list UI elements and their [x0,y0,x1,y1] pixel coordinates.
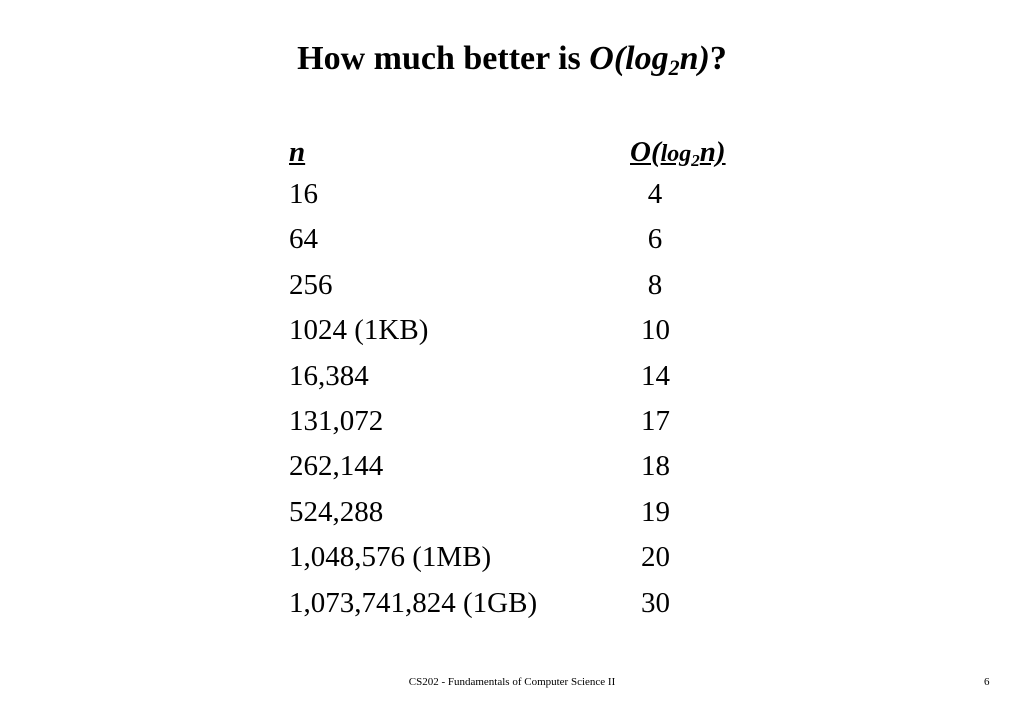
table-row: 256 8 [289,263,749,308]
cell-n: 64 [289,223,318,256]
cell-n: 256 [289,268,333,301]
header-log-word: log [660,141,692,167]
title-prefix: How much better is [297,40,590,77]
table-row: 1024 (1KB) 10 [289,308,749,353]
header-n: n [289,136,306,168]
footer-course: CS202 - Fundamentals of Computer Science… [408,676,616,688]
table-body: 16 4 64 6 256 8 1024 (1KB) 10 16,384 14 131,072 17 2… [289,172,749,626]
cell-n: 16 [289,178,318,210]
title-fn-subscript: 2 [668,55,680,80]
table-row: 262,144 18 [289,444,749,489]
cell-n: 131,072 [289,404,384,437]
cell-n: 1024 (1KB) [289,314,429,347]
header-log: O(log2n) [630,132,726,174]
cell-n: 524,288 [289,495,384,528]
table-row: 1,073,741,824 (1GB) 30 [289,581,749,626]
title-suffix: ? [709,40,727,77]
header-log-o: O( [630,136,661,168]
cell-log: 14 [641,359,670,392]
cell-log: 19 [641,495,670,528]
slide-title: How much better is O(log2n)? [0,40,1024,80]
cell-n: 1,073,741,824 (1GB) [289,586,538,619]
title-function: O(log2n) [589,40,710,80]
cell-log: 4 [647,178,663,210]
cell-n: 1,048,576 (1MB) [289,541,492,574]
cell-log: 30 [641,586,670,619]
cell-log: 8 [647,268,663,301]
table-row: 16,384 14 [289,354,749,399]
cell-n: 262,144 [289,450,384,483]
cell-log: 20 [641,541,670,574]
cell-n: 16,384 [289,359,369,392]
table-header-row: n O(log2n) [289,132,749,172]
page-number: 6 [984,676,990,688]
table-row: 1,048,576 (1MB) 20 [289,535,749,580]
cell-log: 6 [647,223,663,256]
complexity-table: n O(log2n) 16 4 64 6 256 8 1024 (1KB) 10 16,384 1… [289,132,749,626]
table-row: 16 4 [289,172,749,217]
table-row: 64 6 [289,217,749,262]
cell-log: 18 [641,450,670,483]
table-row: 524,288 19 [289,490,749,535]
cell-log: 10 [641,314,670,347]
table-row: 131,072 17 [289,399,749,444]
header-log-close: n) [699,136,726,168]
header-log-subscript: 2 [691,151,700,170]
cell-log: 17 [641,404,670,437]
title-fn-close: n) [679,40,710,77]
title-fn-open: O(log [589,40,669,77]
